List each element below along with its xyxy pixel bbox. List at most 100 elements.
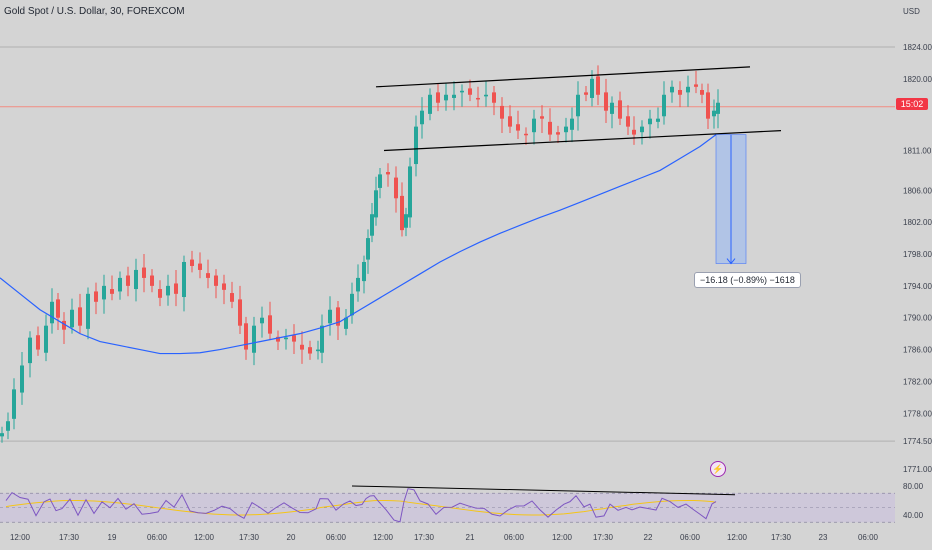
candle-body-52 bbox=[378, 174, 382, 188]
flash-icon[interactable]: ⚡ bbox=[710, 461, 726, 477]
candle-body-68 bbox=[492, 92, 496, 103]
candle-body-7 bbox=[50, 301, 54, 324]
rsi-axis-tick-0: 80.00 bbox=[903, 482, 924, 491]
rsi-axis-tick-1: 40.00 bbox=[903, 511, 924, 520]
time-axis-tick-6: 20 bbox=[287, 533, 296, 542]
candle-body-98 bbox=[712, 110, 716, 117]
candle-body-84 bbox=[610, 102, 614, 114]
candle-body-74 bbox=[540, 116, 544, 119]
candle-body-55 bbox=[400, 195, 404, 231]
price-axis-tick-12: 1771.00 bbox=[903, 465, 932, 474]
price-axis-tick-6: 1794.00 bbox=[903, 282, 932, 291]
candle-body-14 bbox=[102, 285, 106, 300]
candle-body-75 bbox=[548, 121, 552, 135]
channel-upper-line bbox=[375, 66, 751, 88]
candle-body-79 bbox=[576, 94, 580, 117]
candle-body-73 bbox=[532, 118, 536, 133]
candle-body-6 bbox=[44, 325, 48, 353]
time-axis-tick-18: 23 bbox=[819, 533, 828, 542]
measure-label: −16.18 (−0.89%) −1618 bbox=[694, 272, 801, 288]
candle-body-99 bbox=[716, 102, 720, 114]
candle-body-66 bbox=[476, 97, 480, 100]
candle-body-8 bbox=[56, 299, 60, 318]
candle-body-28 bbox=[214, 275, 218, 286]
candle-body-9 bbox=[62, 320, 66, 330]
time-axis-tick-11: 06:00 bbox=[504, 533, 525, 542]
candle-body-37 bbox=[284, 337, 288, 340]
candle-body-97 bbox=[706, 92, 710, 119]
candle-body-59 bbox=[420, 110, 424, 125]
candle-body-95 bbox=[694, 84, 698, 87]
candle-body-93 bbox=[678, 89, 682, 95]
candle-body-71 bbox=[516, 124, 520, 131]
candle-body-36 bbox=[276, 336, 280, 342]
channel-lower-line bbox=[383, 130, 782, 152]
candle-body-39 bbox=[300, 344, 304, 350]
candle-body-12 bbox=[86, 293, 90, 329]
price-axis-tick-9: 1782.00 bbox=[903, 377, 932, 386]
candle-body-80 bbox=[584, 92, 588, 95]
candle-body-53 bbox=[386, 172, 390, 175]
candle-body-67 bbox=[484, 94, 488, 97]
candle-body-35 bbox=[268, 315, 272, 334]
candle-body-62 bbox=[444, 94, 448, 101]
candle-body-69 bbox=[500, 105, 504, 119]
time-axis-tick-19: 06:00 bbox=[858, 533, 879, 542]
candle-body-38 bbox=[292, 335, 296, 342]
candle-body-31 bbox=[238, 299, 242, 326]
candle-body-47 bbox=[356, 277, 360, 292]
candle-body-34 bbox=[260, 317, 264, 324]
price-axis-tick-7: 1790.00 bbox=[903, 314, 932, 323]
time-axis-tick-1: 17:30 bbox=[59, 533, 80, 542]
candle-body-13 bbox=[94, 291, 98, 302]
candle-body-89 bbox=[648, 118, 652, 125]
candle-body-96 bbox=[700, 89, 704, 95]
candle-body-61 bbox=[436, 92, 440, 103]
candle-body-56 bbox=[404, 214, 408, 228]
candle-body-88 bbox=[640, 126, 644, 133]
time-axis-tick-2: 19 bbox=[108, 533, 117, 542]
candle-body-19 bbox=[142, 267, 146, 278]
chart-title: Gold Spot / U.S. Dollar, 30, FOREXCOM bbox=[4, 6, 185, 17]
candle-body-15 bbox=[110, 289, 114, 294]
price-axis-tick-4: 1802.00 bbox=[903, 218, 932, 227]
candle-body-48 bbox=[362, 261, 366, 282]
candle-body-58 bbox=[414, 126, 418, 165]
price-axis-tick-2: 1811.00 bbox=[903, 147, 932, 156]
candle-body-50 bbox=[370, 214, 374, 236]
candle-body-3 bbox=[20, 365, 24, 393]
candle-body-16 bbox=[118, 277, 122, 292]
time-axis-tick-17: 17:30 bbox=[771, 533, 792, 542]
candle-body-11 bbox=[78, 307, 82, 326]
candle-body-76 bbox=[556, 132, 560, 135]
candle-body-78 bbox=[570, 118, 574, 130]
price-axis-tick-8: 1786.00 bbox=[903, 346, 932, 355]
candle-body-30 bbox=[230, 293, 234, 302]
rsi-line bbox=[5, 488, 717, 523]
candle-body-92 bbox=[670, 86, 674, 93]
candle-body-33 bbox=[252, 325, 256, 353]
candle-body-63 bbox=[452, 94, 456, 98]
price-axis-tick-10: 1778.00 bbox=[903, 409, 932, 418]
time-axis-tick-15: 06:00 bbox=[680, 533, 701, 542]
measure-arrowhead bbox=[726, 258, 736, 265]
candle-body-17 bbox=[126, 275, 130, 286]
candle-body-10 bbox=[70, 309, 74, 328]
currency-label: USD bbox=[903, 7, 920, 16]
candle-body-1 bbox=[6, 421, 10, 431]
moving-average-line bbox=[0, 134, 717, 355]
price-axis-tick-0: 1824.00 bbox=[903, 43, 932, 52]
price-axis-tick-1: 1820.00 bbox=[903, 75, 932, 84]
candle-body-65 bbox=[468, 88, 472, 95]
candle-body-85 bbox=[618, 100, 622, 119]
candle-body-22 bbox=[166, 285, 170, 296]
candle-body-21 bbox=[158, 289, 162, 298]
candle-body-94 bbox=[686, 86, 690, 93]
time-axis-tick-5: 17:30 bbox=[239, 533, 260, 542]
candle-body-42 bbox=[320, 325, 324, 353]
candle-body-44 bbox=[336, 307, 340, 326]
time-axis-tick-0: 12:00 bbox=[10, 533, 31, 542]
time-axis-tick-8: 12:00 bbox=[373, 533, 394, 542]
